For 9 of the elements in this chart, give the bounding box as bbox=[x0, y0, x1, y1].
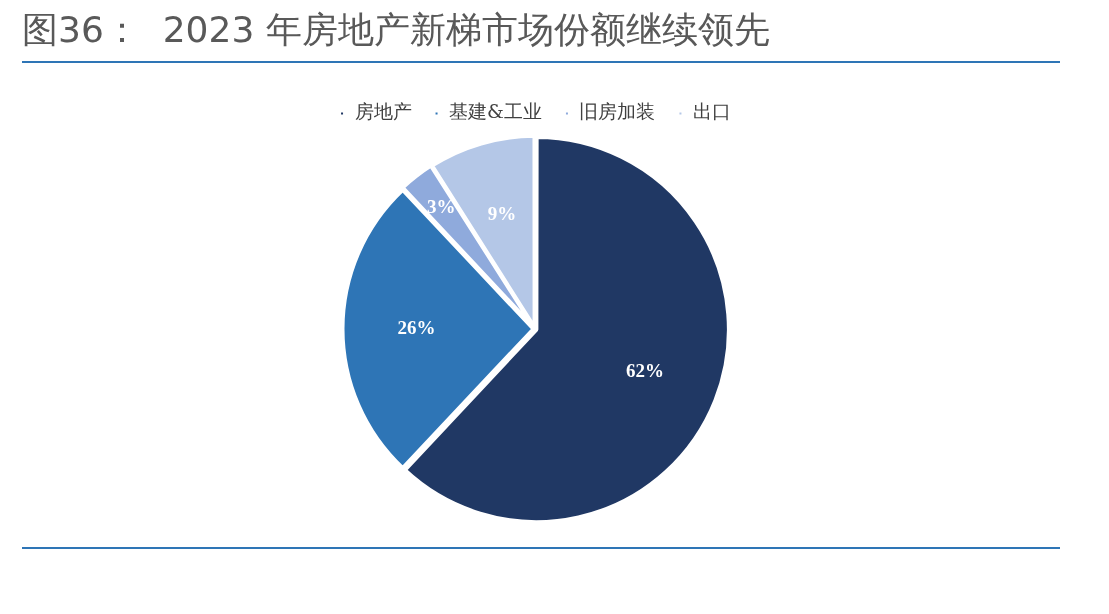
data-label: 9% bbox=[487, 203, 517, 225]
legend-label: 基建&工业 bbox=[449, 100, 542, 123]
legend-label: 出口 bbox=[692, 100, 731, 123]
data-label: 3% bbox=[427, 196, 456, 218]
data-label: 26% bbox=[397, 316, 436, 338]
legend-label: 房地产 bbox=[354, 100, 412, 123]
chart-title: 图36： 2023 年房地产新梯市场份额继续领先 bbox=[22, 8, 770, 52]
legend-label: 旧房加装 bbox=[579, 100, 656, 123]
data-label: 62% bbox=[626, 360, 665, 382]
